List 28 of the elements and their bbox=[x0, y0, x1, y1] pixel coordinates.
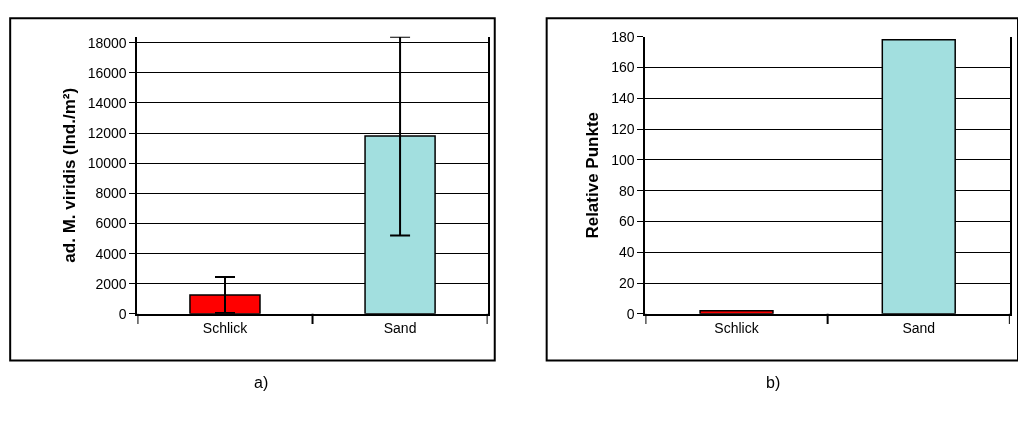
y-tick-label: 80 bbox=[619, 182, 635, 199]
x-tick-label: Sand bbox=[902, 319, 936, 336]
y-tick-label: 2000 bbox=[95, 275, 127, 292]
y-axis-title: Relative Punkte bbox=[583, 111, 603, 239]
y-axis-title: ad. M. viridis (Ind./m²) bbox=[59, 87, 79, 263]
y-tick-label: 0 bbox=[626, 305, 635, 322]
text: a) bbox=[254, 374, 269, 391]
x-tick-label: Schlick bbox=[714, 319, 760, 336]
y-tick-label: 12000 bbox=[87, 125, 127, 141]
text: b) bbox=[766, 374, 781, 391]
y-tick-label: 180 bbox=[611, 28, 635, 45]
y-tick-label: 100 bbox=[611, 151, 635, 168]
y-tick-label: 20 bbox=[619, 274, 635, 291]
y-tick-label: 160 bbox=[611, 59, 635, 76]
y-tick-label: 18000 bbox=[87, 34, 127, 51]
y-tick-label: 140 bbox=[611, 90, 635, 107]
y-tick-label: 0 bbox=[118, 305, 127, 322]
y-tick-label: 10000 bbox=[87, 155, 127, 172]
y-tick-label: 40 bbox=[619, 244, 635, 261]
y-tick-label: 14000 bbox=[87, 94, 127, 111]
y-tick-label: 8000 bbox=[95, 185, 127, 202]
y-tick-label: 16000 bbox=[87, 64, 127, 81]
y-tick-label: 4000 bbox=[95, 245, 127, 262]
y-tick-label: 60 bbox=[619, 213, 635, 230]
x-tick-label: Schlick bbox=[202, 319, 249, 336]
x-tick-label: Sand bbox=[383, 319, 417, 336]
y-tick-label: 6000 bbox=[95, 215, 127, 232]
y-tick-label: 120 bbox=[611, 120, 635, 137]
